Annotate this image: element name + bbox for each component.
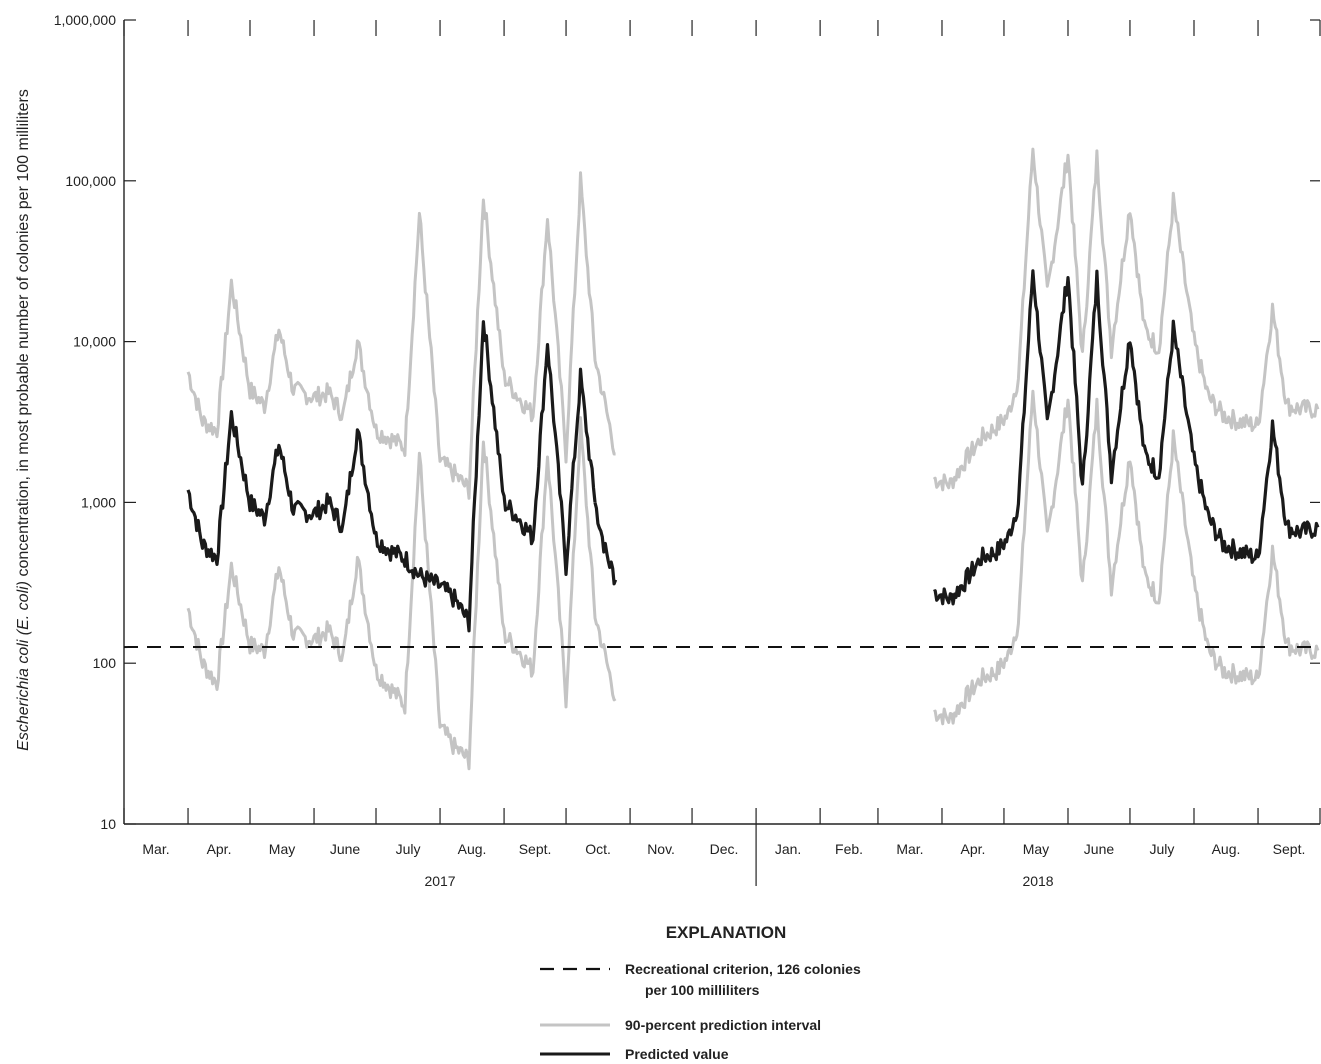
legend-label-interval: 90-percent prediction interval xyxy=(625,1017,821,1033)
predicted-value-line xyxy=(933,269,1320,606)
legend-label-criterion-line1: Recreational criterion, 126 colonies xyxy=(625,961,861,977)
legend-label-criterion-line2: per 100 milliliters xyxy=(645,982,760,998)
x-tick-label: Feb. xyxy=(835,841,863,857)
x-tick-label: Oct. xyxy=(585,841,611,857)
x-tick-label: Aug. xyxy=(1212,841,1241,857)
x-tick-label: Sept. xyxy=(519,841,552,857)
year-label-2018: 2018 xyxy=(1022,873,1053,889)
prediction-interval-series xyxy=(186,147,1320,771)
y-tick-label: 10 xyxy=(100,816,116,832)
x-tick-label: June xyxy=(330,841,361,857)
predicted-value-line xyxy=(593,502,618,586)
prediction-interval-line xyxy=(186,416,617,771)
x-tick-label: Jan. xyxy=(775,841,801,857)
x-tick-label: Apr. xyxy=(961,841,986,857)
y-axis-title: Escherichia coli (E. coli) concentration… xyxy=(15,89,32,751)
prediction-interval-line xyxy=(933,389,1320,726)
x-tick-label: May xyxy=(1023,841,1049,857)
x-tick-label: Sept. xyxy=(1273,841,1306,857)
x-axis: Mar. Apr. May June July Aug. Sept. Oct. Nov. Dec.… xyxy=(123,20,1321,889)
plot-frame xyxy=(123,20,1320,825)
prediction-interval-line xyxy=(186,171,616,500)
x-tick-label: June xyxy=(1084,841,1115,857)
y-axis-title-rest: concentration, in most probable number o… xyxy=(15,89,32,581)
x-tick-label: Nov. xyxy=(647,841,675,857)
legend-label-predicted: Predicted value xyxy=(625,1046,729,1062)
x-tick-label: May xyxy=(269,841,295,857)
x-tick-label: July xyxy=(1150,841,1175,857)
x-tick-label: Aug. xyxy=(458,841,487,857)
x-tick-label: Mar. xyxy=(142,841,169,857)
prediction-interval-line xyxy=(932,147,1320,492)
legend: EXPLANATION Recreational criterion, 126 … xyxy=(540,923,861,1062)
x-tick-label: July xyxy=(396,841,421,857)
y-tick-label: 1,000 xyxy=(81,494,116,510)
predicted-value-line xyxy=(186,320,597,633)
x-tick-label: Dec. xyxy=(710,841,739,857)
y-axis: 10 100 1,000 10,000 100,000 1,000,000 xyxy=(54,12,1320,832)
y-tick-label: 100 xyxy=(93,655,117,671)
x-tick-label: Mar. xyxy=(896,841,923,857)
y-axis-title-italic: Escherichia coli (E. coli) xyxy=(15,581,32,751)
y-tick-label: 1,000,000 xyxy=(54,12,116,28)
predicted-value-series xyxy=(186,269,1320,633)
legend-title: EXPLANATION xyxy=(666,923,787,942)
y-tick-label: 100,000 xyxy=(65,173,116,189)
year-label-2017: 2017 xyxy=(424,873,455,889)
y-tick-label: 10,000 xyxy=(73,334,116,350)
x-tick-label: Apr. xyxy=(207,841,232,857)
